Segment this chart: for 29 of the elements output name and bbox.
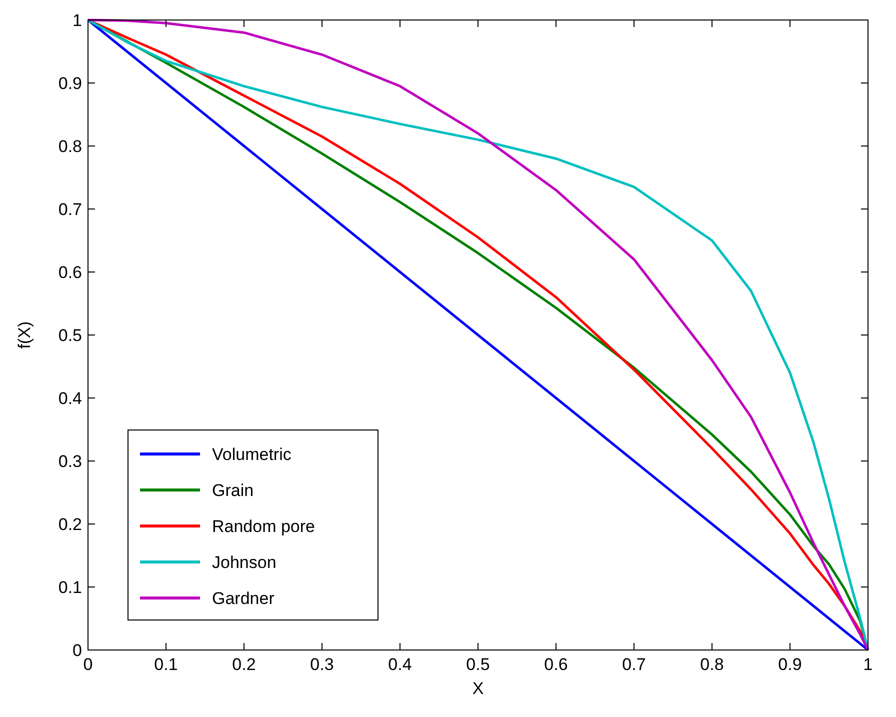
x-axis-title: X bbox=[472, 679, 484, 698]
x-tick-label: 0.6 bbox=[544, 655, 568, 674]
y-tick-label: 0.8 bbox=[58, 137, 82, 156]
x-tick-label: 0.8 bbox=[700, 655, 724, 674]
y-tick-label: 0.2 bbox=[58, 515, 82, 534]
y-tick-label: 0 bbox=[72, 641, 82, 660]
legend-label: Random pore bbox=[212, 517, 316, 536]
x-tick-label: 1 bbox=[863, 655, 873, 674]
legend-label: Volumetric bbox=[212, 445, 292, 464]
y-tick-label: 1 bbox=[72, 11, 82, 30]
y-tick-label: 0.6 bbox=[58, 263, 82, 282]
y-tick-label: 0.9 bbox=[58, 74, 82, 93]
y-tick-label: 0.7 bbox=[58, 200, 82, 219]
x-tick-label: 0.4 bbox=[388, 655, 412, 674]
x-tick-label: 0.2 bbox=[232, 655, 256, 674]
y-axis-title: f(X) bbox=[15, 321, 34, 349]
y-tick-label: 0.3 bbox=[58, 452, 82, 471]
x-tick-label: 0.7 bbox=[622, 655, 646, 674]
x-tick-label: 0.5 bbox=[466, 655, 490, 674]
y-tick-label: 0.5 bbox=[58, 326, 82, 345]
legend-label: Johnson bbox=[212, 553, 276, 572]
x-tick-label: 0.1 bbox=[154, 655, 178, 674]
legend-label: Gardner bbox=[212, 589, 275, 608]
line-series bbox=[86, 18, 870, 652]
y-tick-label: 0.4 bbox=[58, 389, 82, 408]
y-tick-label: 0.1 bbox=[58, 578, 82, 597]
x-tick-label: 0.9 bbox=[778, 655, 802, 674]
x-tick-label: 0.3 bbox=[310, 655, 334, 674]
legend-label: Grain bbox=[212, 481, 254, 500]
